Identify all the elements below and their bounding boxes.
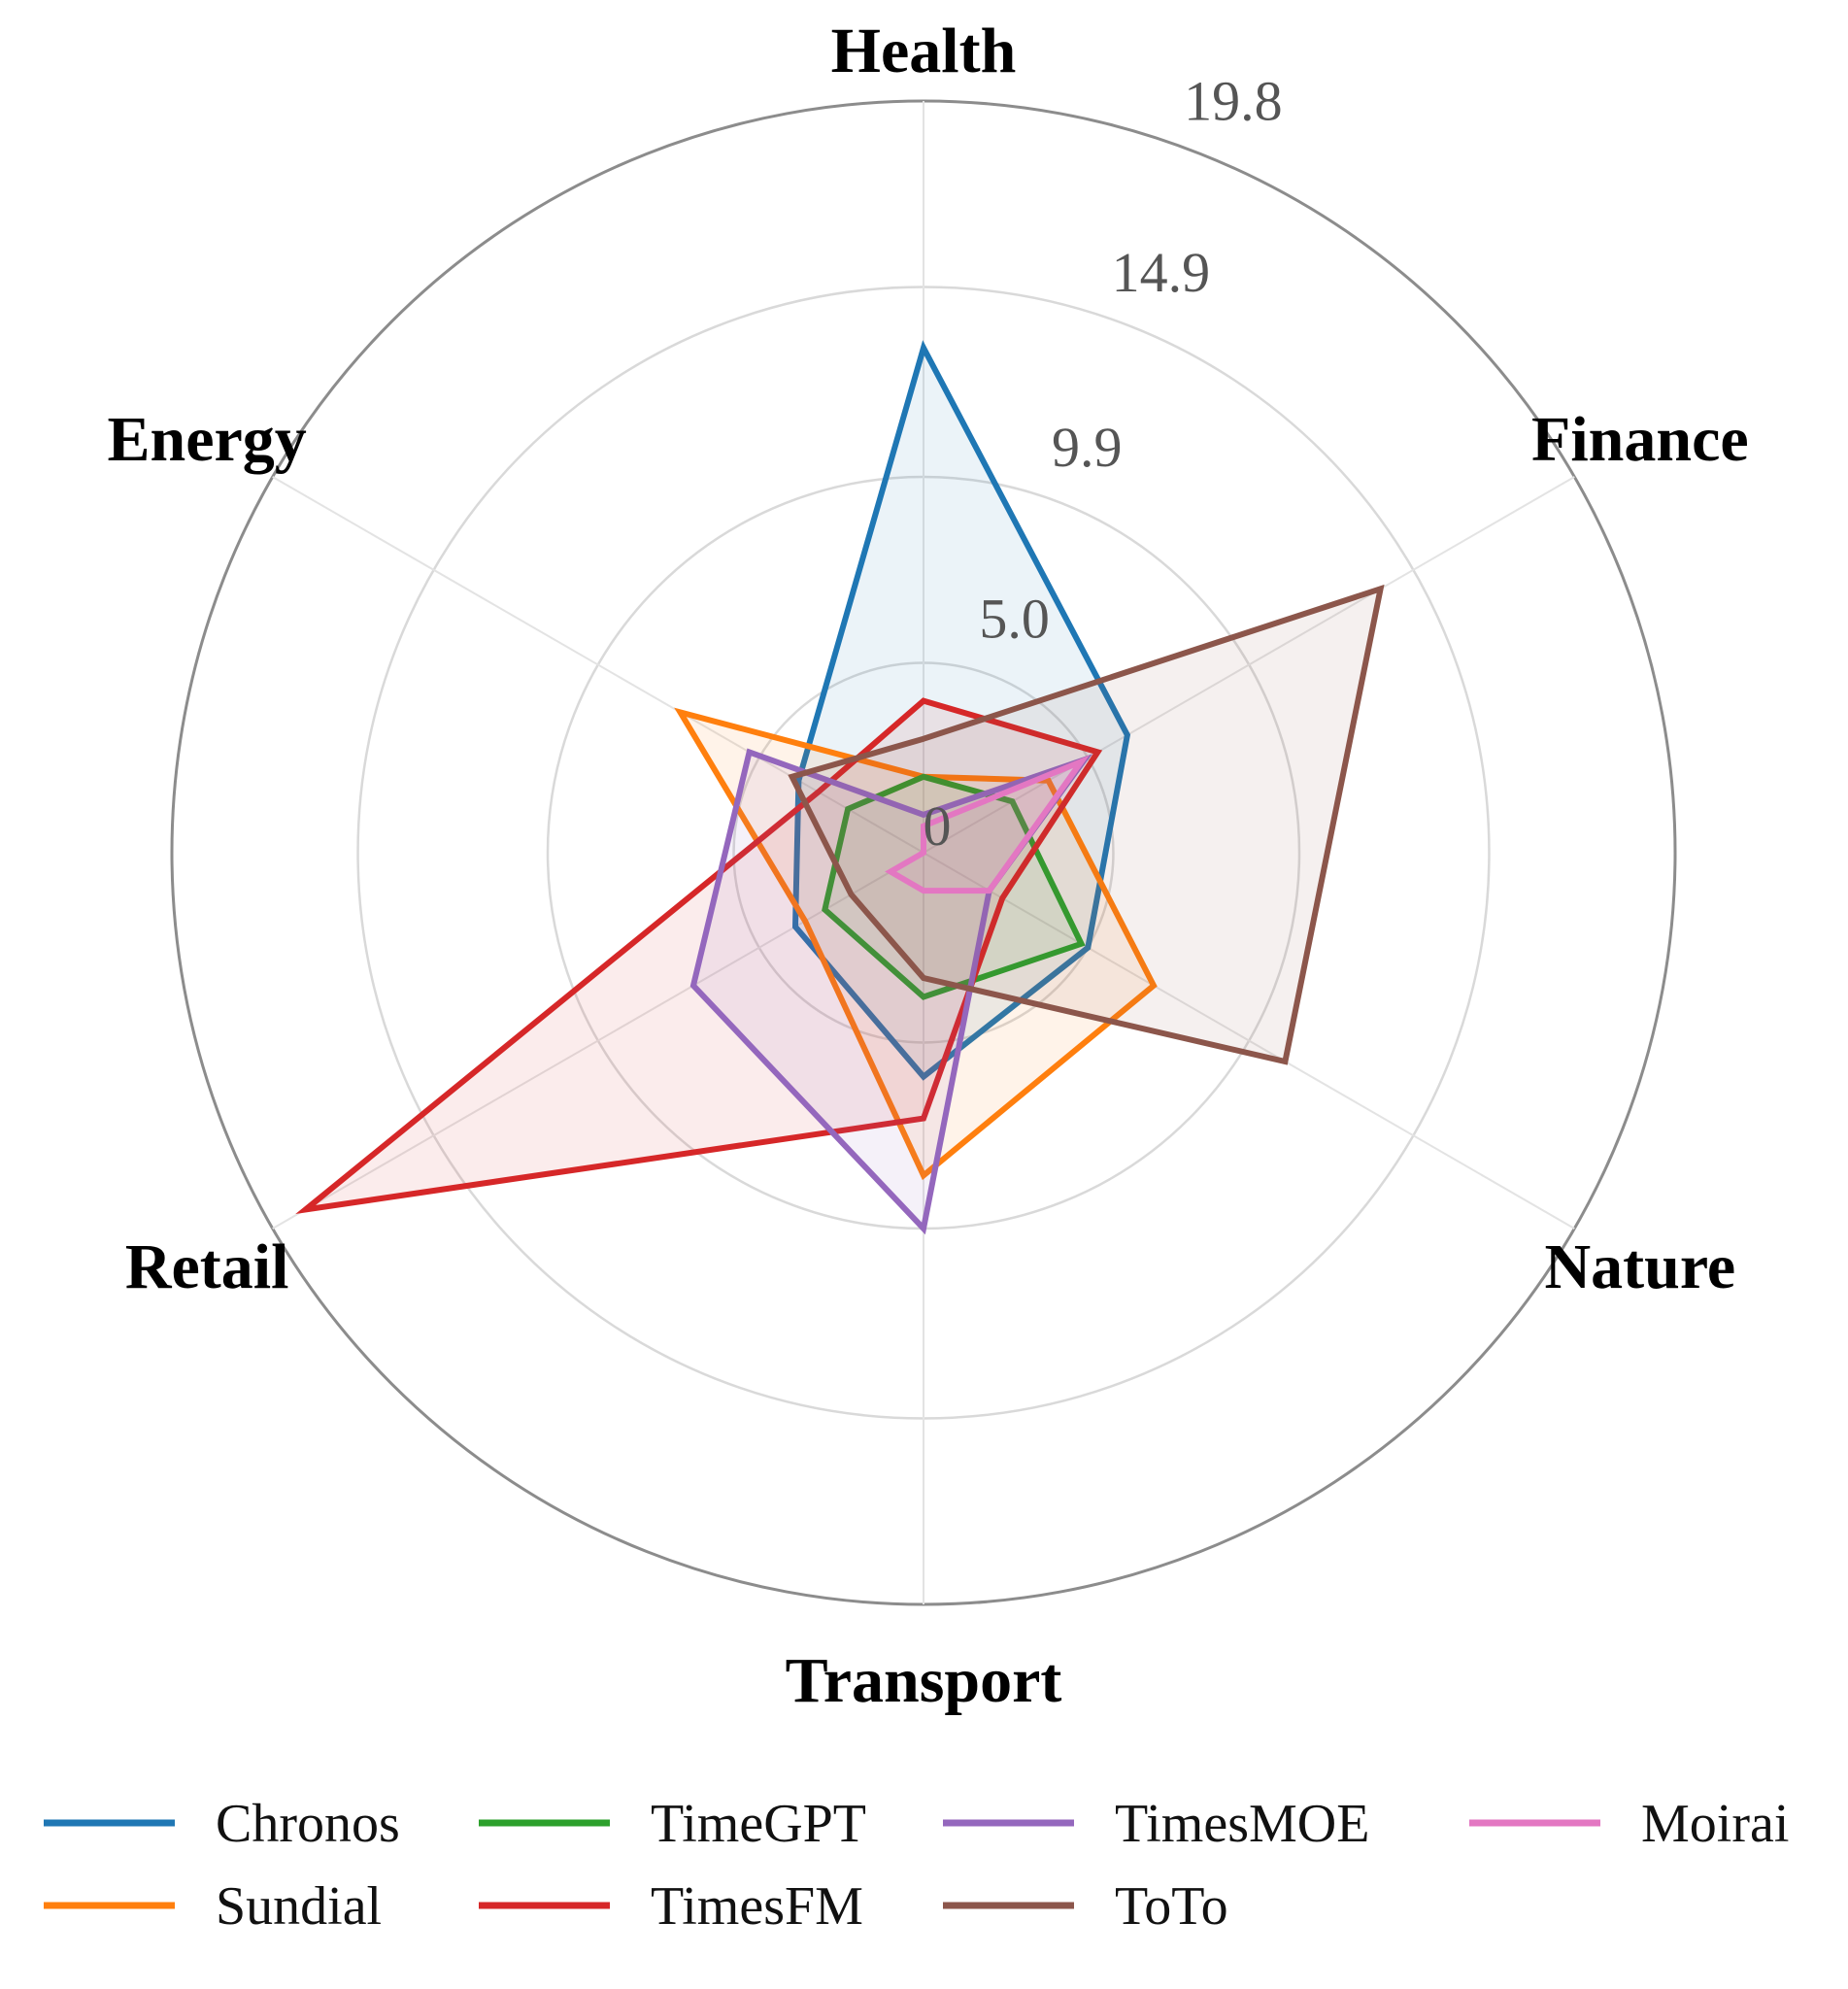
axis-label-finance: Finance (1531, 404, 1749, 475)
axis-spoke-finance (923, 476, 1575, 854)
radar-series (295, 340, 1385, 1235)
legend: Chronos Sundial TimeGPT TimesFM TimesMOE ToTo… (44, 1794, 1789, 1937)
legend-item-sundial: Sundial (44, 1876, 382, 1937)
axis-label-energy: Energy (107, 404, 306, 475)
legend-item-moirai: Moirai (1469, 1794, 1789, 1854)
r-tick-label: 9.9 (1052, 416, 1123, 479)
legend-label: Chronos (216, 1794, 400, 1854)
legend-label: Sundial (216, 1876, 382, 1937)
axis-label-retail: Retail (125, 1231, 289, 1302)
legend-label: ToTo (1115, 1876, 1228, 1937)
radar-labels: 0 5.0 9.9 14.9 19.8 Health Finance Nature Transp… (107, 16, 1748, 1716)
r-tick-label: 5.0 (979, 588, 1050, 651)
legend-item-toto: ToTo (943, 1876, 1228, 1937)
legend-label: TimesFM (651, 1876, 863, 1937)
series-toto (788, 584, 1385, 1065)
r-tick-label: 19.8 (1184, 70, 1283, 133)
legend-label: TimeGPT (651, 1794, 866, 1854)
axis-label-transport: Transport (786, 1645, 1062, 1716)
legend-item-timegpt: TimeGPT (479, 1794, 866, 1854)
axis-spoke-energy (272, 476, 924, 854)
axis-spoke-nature (923, 852, 1575, 1230)
legend-label: TimesMOE (1115, 1794, 1369, 1854)
legend-item-timesmoe: TimesMOE (943, 1794, 1369, 1854)
axis-label-nature: Nature (1544, 1231, 1735, 1302)
radar-grid (170, 99, 1677, 1606)
legend-item-chronos: Chronos (44, 1794, 400, 1854)
series-moirai (885, 755, 1090, 894)
r-tick-label: 0 (924, 794, 952, 858)
legend-item-timesfm: TimesFM (479, 1876, 863, 1937)
r-tick-label: 14.9 (1112, 241, 1211, 304)
axis-spoke-retail (272, 852, 924, 1230)
axis-label-health: Health (831, 16, 1017, 86)
legend-label: Moirai (1641, 1794, 1789, 1854)
